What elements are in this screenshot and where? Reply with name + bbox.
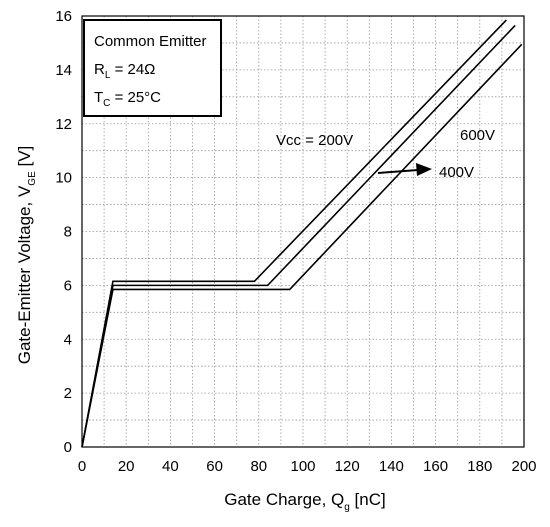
- y-tick-label: 0: [64, 439, 72, 456]
- x-tick-label: 60: [206, 458, 223, 475]
- y-tick-label: 8: [64, 224, 72, 241]
- y-tick-label: 14: [55, 62, 72, 79]
- x-tick-label: 100: [290, 458, 315, 475]
- tick-labels: 0 20 40 60 80 100 120 140 160 180 200 0 2 4 6 8 10 12 14 16: [55, 8, 536, 475]
- x-tick-label: 80: [250, 458, 267, 475]
- series-line-v600: [81, 43, 523, 448]
- x-tick-label: 160: [423, 458, 448, 475]
- x-axis-title: Gate Charge, Qg [nC]: [224, 490, 385, 513]
- annotation-vcc200: Vcc = 200V: [276, 132, 353, 149]
- annotation-400v: 400V: [439, 164, 474, 181]
- y-axis-title: Gate-Emitter Voltage, VGE [V]: [15, 146, 38, 365]
- x-tick-label: 0: [78, 458, 86, 475]
- legend-line-2: RL = 24Ω: [94, 61, 155, 81]
- y-tick-label: 6: [64, 277, 72, 294]
- legend-line-1: Common Emitter: [94, 33, 207, 50]
- x-tick-label: 20: [118, 458, 135, 475]
- y-tick-label: 12: [55, 116, 72, 133]
- x-tick-label: 120: [335, 458, 360, 475]
- legend-line-3: TC = 25°C: [94, 89, 161, 109]
- x-tick-label: 140: [379, 458, 404, 475]
- annotation-600v: 600V: [460, 127, 495, 144]
- plot-frame: [81, 15, 525, 448]
- y-tick-label: 10: [55, 170, 72, 187]
- y-tick-label: 2: [64, 385, 72, 402]
- legend: Common Emitter RL = 24Ω TC = 25°C: [83, 19, 222, 117]
- legend-box: [83, 19, 222, 117]
- series-layer: [81, 19, 523, 448]
- x-tick-label: 180: [467, 458, 492, 475]
- y-tick-label: 4: [64, 331, 72, 348]
- y-tick-label: 16: [55, 8, 72, 25]
- x-tick-label: 40: [162, 458, 179, 475]
- x-tick-label: 200: [511, 458, 536, 475]
- annotation-arrow: [377, 163, 432, 176]
